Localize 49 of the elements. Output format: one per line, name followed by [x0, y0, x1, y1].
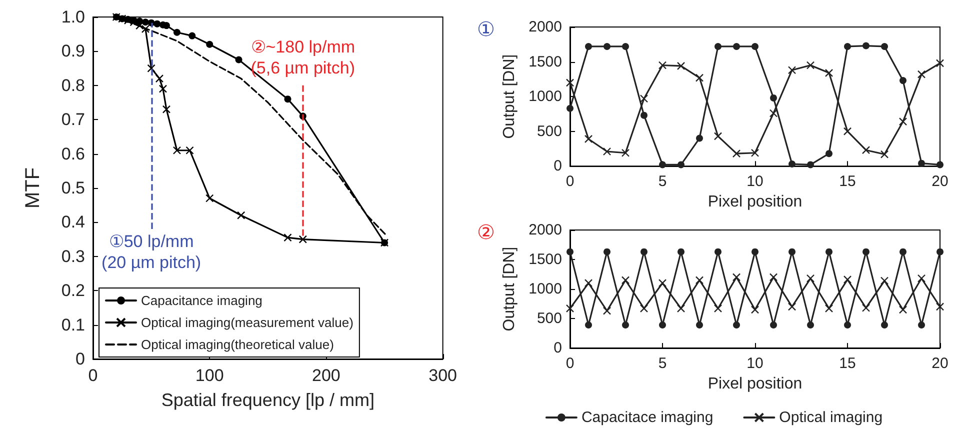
x-tick-label: 20: [932, 173, 948, 190]
x-axis-title: Pixel position: [708, 375, 802, 392]
y-tick-label: 2000: [528, 222, 562, 238]
x-tick-label: 10: [746, 355, 764, 372]
y-tick-label: 0.3: [61, 246, 85, 266]
y-tick-label: 0: [554, 158, 562, 175]
y-tick-label: 1.0: [61, 8, 85, 26]
x-tick-label: 10: [746, 173, 764, 190]
y-tick-label: 500: [536, 310, 562, 327]
x-axis-title: Pixel position: [708, 194, 802, 210]
x-tick-label: 300: [428, 366, 458, 385]
x-tick-label: 5: [658, 355, 667, 372]
x-tick-label: 0: [566, 173, 574, 190]
y-tick-label: 1500: [528, 53, 562, 70]
legend-label: Optical imaging(measurement value): [141, 315, 354, 330]
y-tick-label: 1500: [528, 251, 562, 268]
legend-label: Optical imaging(theoretical value): [141, 337, 334, 352]
legend-label: Capacitace imaging: [581, 409, 714, 426]
y-tick-label: 1000: [528, 280, 562, 298]
y-axis-title: Output [DN]: [501, 54, 518, 139]
x-tick-label: 200: [312, 366, 340, 385]
y-tick-label: 0.1: [61, 315, 85, 334]
y-tick-label: 0.6: [61, 144, 85, 164]
y-tick-label: 0.8: [61, 76, 85, 95]
y-tick-label: 2000: [528, 18, 562, 36]
x-axis-title: Spatial frequency [lp / mm]: [161, 390, 374, 410]
annotation: ①50 lp/mm (20 µm pitch): [102, 232, 202, 272]
y-tick-label: 500: [536, 122, 562, 140]
chart-title: ②: [477, 222, 495, 244]
annotation: ②~180 lp/mm (5,6 µm pitch): [250, 37, 356, 78]
y-axis-title: MTF: [22, 167, 44, 209]
x-tick-label: 15: [839, 173, 856, 190]
y-tick-label: 1000: [528, 88, 562, 106]
y-tick-label: 0.7: [61, 110, 85, 130]
x-tick-label: 5: [658, 173, 667, 190]
x-tick-label: 20: [932, 355, 948, 372]
y-tick-label: 0.5: [61, 178, 85, 198]
x-tick-label: 15: [839, 355, 856, 372]
x-tick-label: 0: [566, 355, 574, 372]
x-tick-label: 0: [88, 366, 98, 385]
x-tick-label: 100: [195, 366, 224, 385]
y-tick-label: 0.4: [61, 212, 85, 232]
legend-label: Capacitance imaging: [141, 293, 262, 308]
y-tick-label: 0.2: [61, 281, 85, 300]
legend-label: Optical imaging: [779, 409, 883, 426]
y-axis-title: Output [DN]: [501, 246, 518, 332]
y-tick-label: 0.9: [61, 42, 85, 61]
y-tick-label: 0: [554, 340, 562, 356]
chart-title: ①: [477, 19, 495, 41]
